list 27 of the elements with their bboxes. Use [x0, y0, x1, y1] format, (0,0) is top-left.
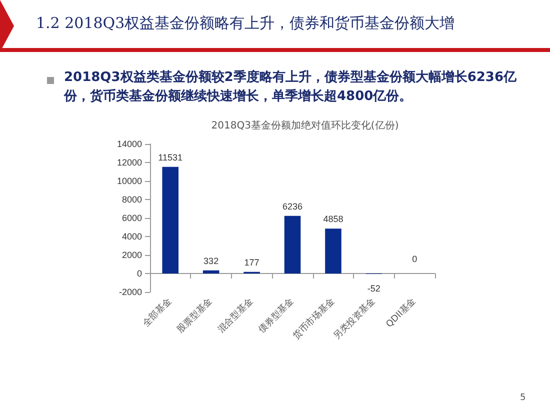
data-label: 4858 [323, 214, 344, 224]
y-tick-label: 10000 [116, 176, 142, 186]
y-tick-label: 6000 [122, 213, 142, 223]
x-tick-label: 混合型基金 [216, 296, 256, 336]
y-tick-label: 12000 [116, 158, 142, 168]
y-tick-label: 0 [136, 268, 142, 278]
text: 5 [520, 393, 526, 403]
bar [202, 270, 220, 274]
bar [325, 228, 342, 274]
data-label: 0 [412, 254, 418, 264]
data-label: 11531 [158, 152, 183, 162]
y-tick-label: 14000 [116, 139, 142, 149]
data-label: 6236 [282, 201, 303, 212]
y-tick-label: -2000 [118, 287, 142, 297]
x-tick-label: 全部基金 [140, 296, 174, 329]
data-label: 177 [244, 257, 260, 268]
bar [284, 216, 301, 274]
bar [162, 166, 178, 274]
data-label: -52 [367, 283, 380, 294]
text: 1.2 2018Q3权益基金份额略有上升，债券和货币基金份额大增 [36, 14, 456, 33]
y-tick-label: 8000 [122, 194, 142, 204]
text: 2018Q3权益类基金份额较2季度略有上升，债券型基金份额大幅增长6236亿份，货币类基金份额继续快速增长，单季增长超4800亿份。 [64, 68, 518, 106]
data-label: 332 [204, 256, 219, 266]
x-tick-label: 股票型基金 [175, 296, 215, 336]
y-tick-label: 4000 [122, 232, 142, 242]
chart-title: 2018Q3基金份额加绝对值环比变化(亿份) [211, 120, 399, 132]
y-tick-label: 2000 [122, 250, 142, 260]
